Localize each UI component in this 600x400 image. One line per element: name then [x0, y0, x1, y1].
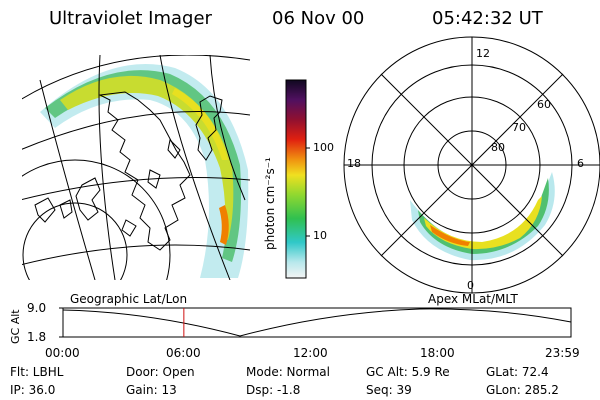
lat-line	[22, 111, 251, 150]
lat-circle	[22, 202, 128, 280]
lat-70-label: 70	[512, 121, 526, 134]
time-label: 05:42:32 UT	[432, 8, 543, 29]
aurora-peak-left	[219, 205, 229, 245]
info-gain: Gain: 13	[126, 383, 177, 397]
timeline-tick-0000: 00:00	[45, 346, 80, 360]
info-dsp: Dsp: -1.8	[246, 383, 301, 397]
lon-line	[98, 55, 116, 280]
info-seq: Seq: 39	[366, 383, 412, 397]
mlt-12-label: 12	[476, 47, 490, 60]
lat-60-label: 60	[537, 98, 551, 111]
timeline-plot	[59, 307, 572, 338]
geographic-map	[22, 55, 251, 280]
instrument-title: Ultraviolet Imager	[49, 8, 212, 29]
info-glat: GLat: 72.4	[486, 365, 549, 379]
lat-line	[22, 244, 251, 266]
info-door: Door: Open	[126, 365, 195, 379]
colorbar	[285, 79, 310, 279]
timeline-frame	[62, 307, 572, 338]
colorbar-unit-label: photon cm⁻²s⁻¹	[263, 157, 277, 250]
colorbar-gradient	[285, 79, 307, 279]
info-glon: GLon: 285.2	[486, 383, 559, 397]
aurora-band-yellow	[60, 75, 234, 240]
lat-80-label: 80	[491, 141, 505, 154]
lon-line	[159, 55, 231, 280]
coastlines	[34, 91, 223, 251]
lon-line	[39, 79, 96, 280]
timeline-y-label: GC Alt	[9, 309, 22, 344]
mlt-0-label: 0	[467, 279, 474, 292]
date-label: 06 Nov 00	[272, 8, 365, 29]
aurora-oval-yellow	[424, 196, 542, 250]
lat-circle	[22, 159, 171, 280]
lat-line	[22, 55, 251, 100]
timeline-tick-0600: 06:00	[166, 346, 201, 360]
aurora-oval-peak	[430, 225, 470, 246]
polar-plot	[343, 36, 600, 294]
info-gc-alt: GC Alt: 5.9 Re	[366, 365, 450, 379]
altitude-curve	[62, 308, 572, 337]
timeline-y-bottom: 1.8	[27, 330, 47, 344]
mlt-6-label: 6	[577, 157, 584, 170]
info-mode: Mode: Normal	[246, 365, 330, 379]
mlt-18-label: 18	[347, 157, 361, 170]
aurora-band-bright	[172, 88, 228, 160]
timeline-y-top: 9.0	[27, 301, 47, 315]
colorbar-tick-100-label: 100	[313, 141, 334, 154]
info-flt: Flt: LBHL	[10, 365, 64, 379]
info-ip: IP: 36.0	[10, 383, 56, 397]
lon-line	[209, 55, 246, 201]
timeline-tick-1800: 18:00	[420, 346, 455, 360]
colorbar-tick-10-label: 10	[313, 229, 327, 242]
timeline-tick-1200: 12:00	[293, 346, 328, 360]
geographic-caption: Geographic Lat/Lon	[70, 292, 188, 306]
polar-axis-diag2	[380, 73, 564, 257]
apex-caption: Apex MLat/MLT	[428, 292, 518, 306]
timeline-tick-2359: 23:59	[545, 346, 580, 360]
